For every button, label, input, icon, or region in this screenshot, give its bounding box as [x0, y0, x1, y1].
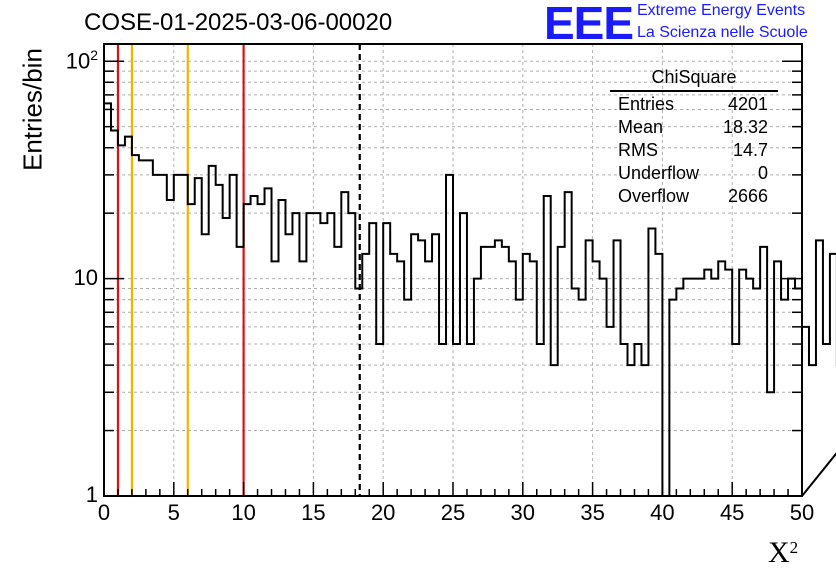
stats-value: 18.32 — [722, 117, 768, 137]
x-axis-label: X2 — [768, 536, 799, 569]
marker-lines — [116, 44, 361, 496]
stats-box: ChiSquare Entries 4201 Mean 18.32 RMS 14.7 Und… — [610, 64, 778, 208]
y-tick-label: 10 — [73, 264, 98, 290]
stats-label: Mean — [618, 117, 664, 137]
histogram-series — [103, 102, 836, 497]
x-tick-label: 25 — [440, 500, 466, 525]
stats-row: Overflow 2666 — [610, 185, 778, 208]
x-tick-label: 50 — [789, 500, 815, 525]
stats-row: Underflow 0 — [610, 162, 778, 185]
x-tick-label: 35 — [580, 500, 605, 525]
x-tick-label: 40 — [650, 500, 675, 525]
y-tick-label: 1 — [85, 482, 98, 507]
stats-value: 4201 — [727, 94, 768, 114]
chart-title: COSE-01-2025-03-06-00020 — [84, 9, 393, 36]
x-tick-label: 5 — [167, 500, 180, 525]
stats-value: 0 — [757, 163, 768, 183]
stats-value: 2666 — [727, 186, 768, 206]
stats-label: Underflow — [618, 163, 700, 183]
stats-row: Entries 4201 — [610, 93, 778, 116]
stats-title: ChiSquare — [610, 64, 778, 92]
stats-value: 14.7 — [732, 140, 768, 160]
x-tick-label: 20 — [370, 500, 396, 525]
x-tick-label: 15 — [301, 500, 326, 525]
logo-caption-line2: La Scienza nelle Scuole — [637, 24, 808, 41]
x-tick-label: 0 — [97, 500, 111, 525]
stats-row: Mean 18.32 — [610, 116, 778, 139]
x-tick-label: 30 — [510, 500, 536, 525]
eee-logo: EEE — [544, 0, 634, 49]
stats-label: Entries — [618, 94, 675, 114]
stats-label: Overflow — [618, 186, 690, 206]
stats-row: RMS 14.7 — [610, 139, 778, 162]
x-tick-label: 45 — [719, 500, 745, 525]
x-tick-label: 10 — [231, 500, 256, 525]
axis-ticks — [103, 60, 803, 497]
stats-label: RMS — [618, 140, 658, 160]
logo-caption-line1: Extreme Energy Events — [637, 2, 806, 19]
y-tick-label: 102 — [65, 47, 98, 74]
